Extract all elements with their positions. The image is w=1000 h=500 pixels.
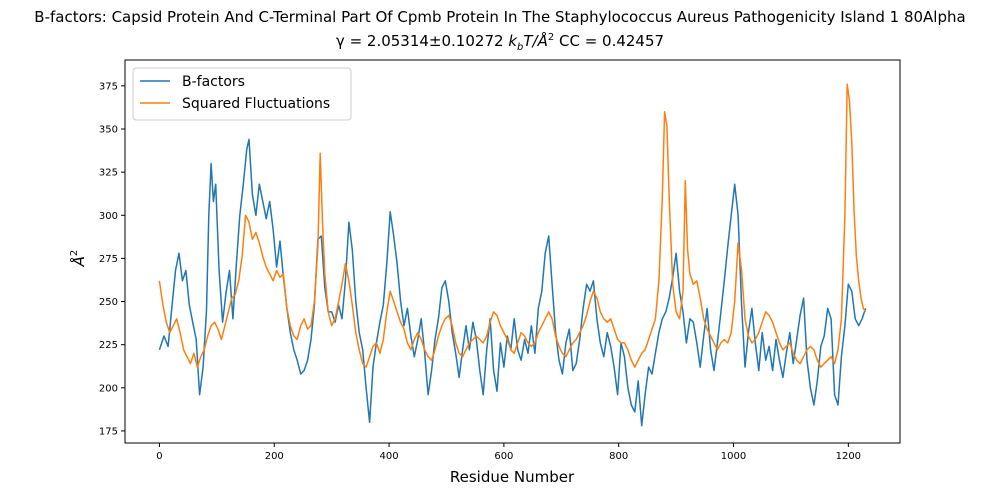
- y-tick-label: 200: [99, 383, 118, 394]
- subtitle-unit-sub: b: [517, 42, 524, 53]
- y-axis-label-base: Å: [69, 256, 88, 267]
- x-tick-label: 400: [380, 451, 399, 462]
- y-tick-label: 350: [99, 125, 118, 136]
- legend: B-factors Squared Fluctuations: [132, 67, 352, 121]
- x-tick-label: 600: [494, 451, 513, 462]
- y-tick-label: 250: [99, 297, 118, 308]
- y-tick-label: 325: [99, 168, 118, 179]
- y-axis-label-sup: 2: [69, 250, 80, 256]
- chart-title: B-factors: Capsid Protein And C-Terminal…: [34, 8, 966, 26]
- subtitle-cc: CC = 0.42457: [554, 32, 665, 50]
- series-line-2: [158, 83, 867, 368]
- series-layer: [158, 83, 867, 427]
- legend-label-2: Squared Fluctuations: [182, 96, 330, 112]
- series-line-1: [158, 138, 867, 427]
- subtitle-unit-rest: T/Å: [523, 32, 548, 50]
- subtitle-gamma: γ = 2.05314±0.10272: [335, 32, 509, 50]
- subtitle-unit-sup: 2: [547, 32, 555, 43]
- x-tick-label: 1000: [721, 451, 746, 462]
- y-tick-label: 300: [99, 211, 118, 222]
- y-tick-label: 225: [99, 340, 118, 351]
- plot-frame: [124, 59, 901, 444]
- y-tick-label: 175: [99, 426, 118, 437]
- subtitle-unit-k: k: [508, 32, 517, 50]
- x-tick-label: 200: [265, 451, 284, 462]
- chart-subtitle: γ = 2.05314±0.10272 kbT/Å2 CC = 0.42457: [0, 32, 1000, 53]
- x-axis: 0 200 400 600 800 1000 1200: [156, 443, 861, 462]
- y-tick-label: 375: [99, 81, 118, 92]
- legend-box: [132, 67, 352, 121]
- x-tick-label: 0: [156, 451, 162, 462]
- x-tick-label: 800: [609, 451, 628, 462]
- legend-label-1: B-factors: [182, 74, 245, 90]
- y-axis: 175 200 225 250 275 300 325 350 375: [99, 81, 125, 437]
- x-tick-label: 1200: [836, 451, 861, 462]
- y-tick-label: 275: [99, 254, 118, 265]
- y-axis-label: Å2: [69, 250, 88, 268]
- x-axis-label: Residue Number: [450, 468, 575, 486]
